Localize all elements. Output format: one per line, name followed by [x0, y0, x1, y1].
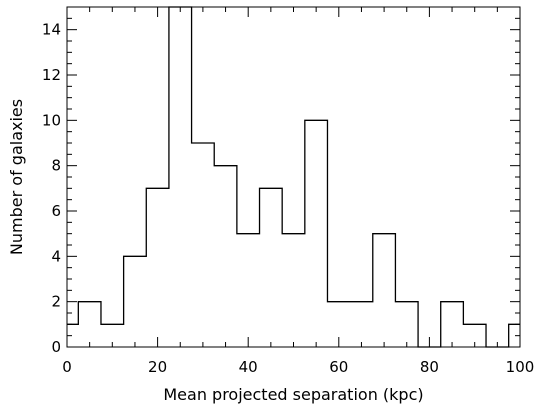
x-tick-labels: 0 20 40 60 80 100 — [62, 358, 534, 376]
histogram-bin — [327, 302, 350, 347]
histogram-bin — [350, 302, 373, 347]
histogram-bins — [67, 7, 520, 347]
y-tick-label: 12 — [42, 66, 61, 84]
histogram-bin — [101, 324, 124, 347]
histogram-bin — [509, 324, 520, 347]
x-tick-label: 40 — [239, 358, 258, 376]
histogram-bin — [214, 166, 237, 347]
x-tick-label: 20 — [148, 358, 167, 376]
histogram-outline — [67, 6, 520, 348]
y-tick-label: 8 — [51, 157, 61, 175]
y-tick-label: 14 — [42, 21, 61, 39]
minor-ticks — [67, 6, 520, 347]
histogram-bin — [373, 234, 396, 347]
x-axis-label: Mean projected separation (kpc) — [163, 385, 423, 404]
y-tick-label: 4 — [51, 247, 61, 265]
histogram-bin — [146, 188, 169, 347]
histogram-bin — [441, 302, 464, 347]
histogram-bin — [124, 256, 147, 347]
y-tick-label: 10 — [42, 111, 61, 129]
histogram-bin — [192, 143, 215, 347]
histogram-bin — [395, 302, 418, 347]
histogram-bin — [463, 324, 486, 347]
histogram-bin — [237, 234, 260, 347]
histogram-bin — [67, 324, 78, 347]
y-tick-labels: 0 2 4 6 8 10 12 14 — [42, 21, 61, 356]
histogram-bin — [282, 234, 305, 347]
histogram-bin — [305, 120, 328, 347]
histogram-bin — [260, 188, 283, 347]
y-tick-label: 6 — [51, 202, 61, 220]
histogram-bin — [169, 7, 192, 347]
y-axis-label: Number of galaxies — [7, 99, 26, 255]
x-tick-label: 60 — [329, 358, 348, 376]
y-tick-label: 2 — [51, 293, 61, 311]
x-tick-label: 80 — [420, 358, 439, 376]
x-tick-label: 0 — [62, 358, 72, 376]
x-tick-label: 100 — [506, 358, 535, 376]
major-ticks — [66, 7, 521, 348]
y-tick-label: 0 — [51, 338, 61, 356]
histogram-bin — [78, 302, 101, 347]
